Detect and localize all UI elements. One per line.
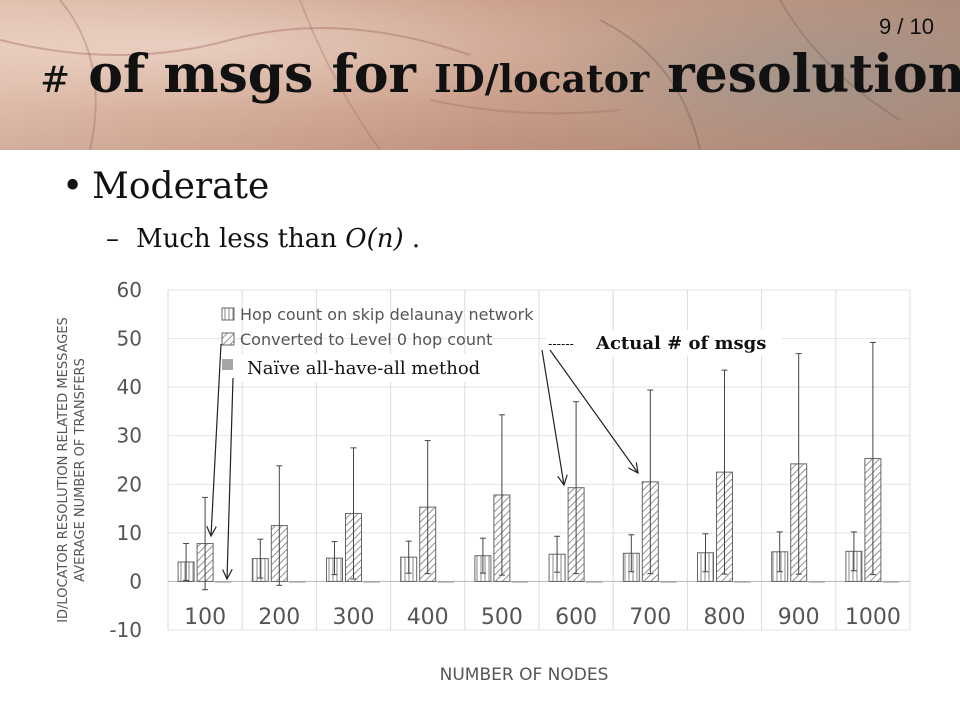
bar-naive xyxy=(734,581,751,583)
sub-bullet: – Much less than O(n) . xyxy=(106,224,420,254)
x-tick-label: 400 xyxy=(407,605,449,630)
x-tick-label: 600 xyxy=(555,605,597,630)
map-sea-area xyxy=(560,0,960,150)
y-tick-label: 40 xyxy=(117,375,142,399)
sub-bullet-prefix: Much less than xyxy=(136,224,346,254)
page-number: 9 / 10 xyxy=(878,14,934,39)
bar-naive xyxy=(882,581,900,583)
bar-naive xyxy=(289,581,306,583)
bullet-moderate-text: Moderate xyxy=(92,166,270,207)
title-hash: # xyxy=(40,60,71,101)
bar-naive xyxy=(808,581,825,583)
legend-swatch-hop-count xyxy=(221,307,235,321)
arrow-to-100-naive xyxy=(227,377,234,579)
header-banner: 9 / 10 # of msgs for ID/locator resoluti… xyxy=(0,0,960,150)
map-decoration xyxy=(0,0,901,150)
annotation-actual-dashes: ------ xyxy=(548,337,574,351)
x-tick-label: 100 xyxy=(184,605,226,630)
slide-title: # of msgs for ID/locator resolution xyxy=(40,44,960,105)
bar-naive xyxy=(660,581,677,583)
title-idlocator: ID/locator xyxy=(434,56,650,101)
legend-label-hop-count: Hop count on skip delaunay network xyxy=(240,305,534,324)
arrow-to-700-level0 xyxy=(549,349,638,473)
y-tick-label: 30 xyxy=(117,424,142,448)
x-tick-label: 1000 xyxy=(845,605,901,630)
x-tick-labels: 100 200 300 400 500 600 700 800 900 1000 xyxy=(184,605,901,630)
legend: Hop count on skip delaunay network Conve… xyxy=(221,305,534,382)
bar-naive xyxy=(437,581,454,583)
y-tick-label: 10 xyxy=(117,521,142,545)
bullet-dot-icon: • xyxy=(62,166,84,207)
x-tick-label: 300 xyxy=(333,605,375,630)
bar-naive xyxy=(214,581,232,583)
x-tick-label: 500 xyxy=(481,605,523,630)
annotation-arrows xyxy=(211,343,638,579)
bullet-moderate: • Moderate xyxy=(62,166,269,207)
legend-swatch-level0 xyxy=(221,332,235,346)
y-tick-label: 50 xyxy=(117,327,142,351)
legend-swatch-naive xyxy=(222,359,233,370)
x-tick-label: 200 xyxy=(258,605,300,630)
y-tick-label: 60 xyxy=(117,278,142,302)
legend-label-naive: Naïve all-have-all method xyxy=(247,358,480,379)
y-tick-label: 20 xyxy=(117,472,142,496)
y-tick-label: 0 xyxy=(129,569,142,593)
legend-label-naive-bg xyxy=(240,354,524,382)
bars xyxy=(177,341,900,591)
x-tick-label: 800 xyxy=(704,605,746,630)
y-axis-label-line2: AVERAGE NUMBER OF TRANSFERS xyxy=(73,358,88,582)
arrow-to-100-level0 xyxy=(211,343,222,536)
x-tick-label: 900 xyxy=(778,605,820,630)
x-axis-label: NUMBER OF NODES xyxy=(440,665,609,685)
legend-label-level0: Converted to Level 0 hop count xyxy=(240,330,492,349)
bar-chart: -10 0 10 20 30 40 50 60 100 200 300 400 500 600 700 80… xyxy=(56,278,911,685)
annotation-actual-bg xyxy=(546,330,782,356)
title-of-msgs: of msgs for xyxy=(70,44,435,105)
sub-bullet-complexity: O(n) xyxy=(345,224,404,254)
arrow-to-600-level0 xyxy=(541,349,564,485)
bar-naive xyxy=(585,581,603,583)
title-resolution: resolution xyxy=(649,44,960,105)
sub-bullet-suffix: . xyxy=(403,224,421,254)
y-tick-labels: -10 0 10 20 30 40 50 60 xyxy=(109,278,142,642)
sub-bullet-dash-icon: – xyxy=(106,224,119,254)
bar-naive xyxy=(363,581,380,583)
y-axis-label-line1: ID/LOCATOR RESOLUTION RELATED MESSAGES xyxy=(56,317,71,623)
y-tick-label: -10 xyxy=(109,618,142,642)
bar-naive xyxy=(511,581,529,583)
x-tick-label: 700 xyxy=(629,605,671,630)
annotation-actual-label: Actual # of msgs xyxy=(595,333,766,354)
